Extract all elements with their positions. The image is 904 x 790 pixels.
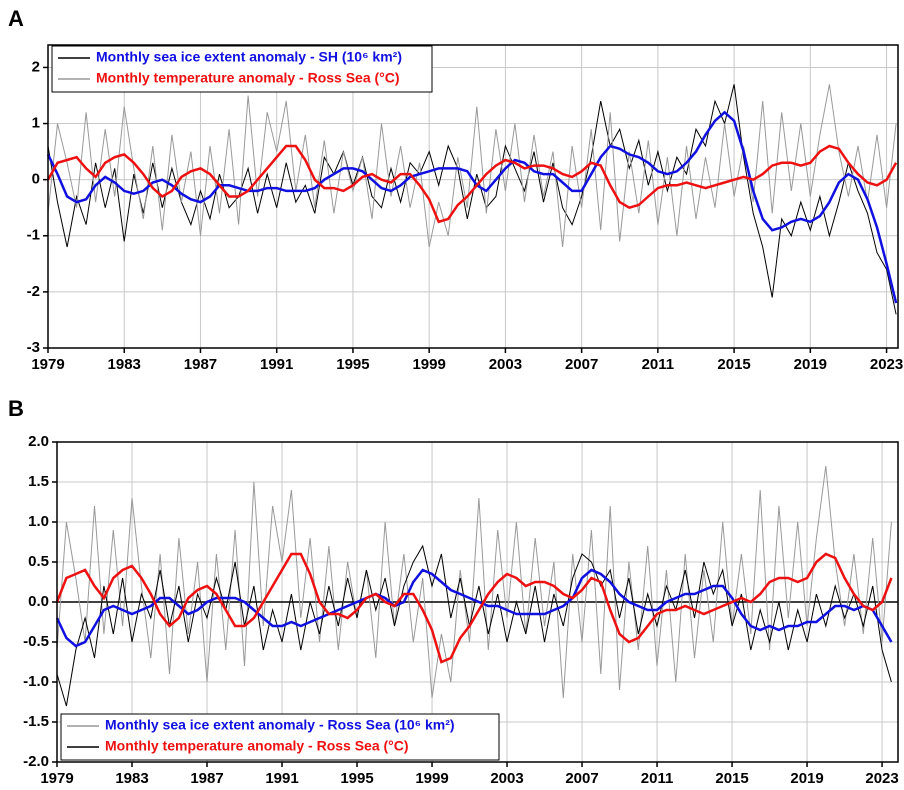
x-tick-label: 1991 xyxy=(265,770,298,787)
x-tick-label: 2011 xyxy=(642,356,675,373)
x-tick-label: 2003 xyxy=(489,356,522,373)
x-tick-label: 1987 xyxy=(184,356,217,373)
legend-label: Monthly sea ice extent anomaly - Ross Se… xyxy=(105,717,455,733)
x-tick-label: 1991 xyxy=(260,356,293,373)
x-tick-label: 2015 xyxy=(717,356,750,373)
legend-box xyxy=(60,713,500,761)
series-line xyxy=(56,465,892,699)
series-line xyxy=(47,84,897,248)
trend-line xyxy=(46,144,898,224)
x-tick-label: 2023 xyxy=(865,770,898,787)
x-tick-label: 1983 xyxy=(115,770,148,787)
trend-line xyxy=(46,110,898,304)
y-tick-label: -3 xyxy=(27,339,40,356)
x-tick-label: 1995 xyxy=(336,356,369,373)
plot-frame xyxy=(47,44,899,349)
x-tick-label: 1979 xyxy=(31,356,64,373)
x-tick-label: 2023 xyxy=(870,356,903,373)
y-tick-label: 0.0 xyxy=(28,593,49,610)
y-tick-label: 0 xyxy=(32,171,40,188)
x-tick-label: 1995 xyxy=(340,770,373,787)
x-tick-label: 2015 xyxy=(715,770,748,787)
x-tick-label: 1983 xyxy=(108,356,141,373)
x-tick-label: 1987 xyxy=(190,770,223,787)
x-tick-label: 2007 xyxy=(565,356,598,373)
y-tick-label: -1 xyxy=(27,227,40,244)
y-tick-label: 2.0 xyxy=(28,433,49,450)
x-tick-label: 1999 xyxy=(412,356,445,373)
y-tick-label: 1.5 xyxy=(28,473,49,490)
y-tick-label: -1.5 xyxy=(23,713,49,730)
legend-label: Monthly temperature anomaly - Ross Sea (… xyxy=(105,738,409,754)
legend-label: Monthly sea ice extent anomaly - SH (10⁶… xyxy=(96,49,402,65)
x-tick-label: 2019 xyxy=(790,770,823,787)
x-tick-label: 2003 xyxy=(490,770,523,787)
y-tick-label: -2 xyxy=(27,283,40,300)
y-tick-label: -1.0 xyxy=(23,673,49,690)
series-line xyxy=(56,544,892,707)
x-tick-label: 2011 xyxy=(641,770,674,787)
x-tick-label: 1999 xyxy=(415,770,448,787)
y-tick-label: 1 xyxy=(32,115,40,132)
trend-line xyxy=(55,552,893,664)
y-tick-label: -0.5 xyxy=(23,633,49,650)
trend-line xyxy=(55,568,893,648)
x-tick-label: 2019 xyxy=(794,356,827,373)
y-tick-label: -2.0 xyxy=(23,753,49,770)
legend-box xyxy=(51,45,433,93)
plot-frame xyxy=(56,441,899,763)
x-tick-label: 1979 xyxy=(40,770,73,787)
y-tick-label: 0.5 xyxy=(28,553,49,570)
panel-label: B xyxy=(8,396,24,421)
x-tick-label: 2007 xyxy=(565,770,598,787)
legend-label: Monthly temperature anomaly - Ross Sea (… xyxy=(96,70,400,86)
y-tick-label: 2 xyxy=(32,58,40,75)
panel-label: A xyxy=(8,6,24,31)
series-line xyxy=(47,84,897,315)
y-tick-label: 1.0 xyxy=(28,513,49,530)
